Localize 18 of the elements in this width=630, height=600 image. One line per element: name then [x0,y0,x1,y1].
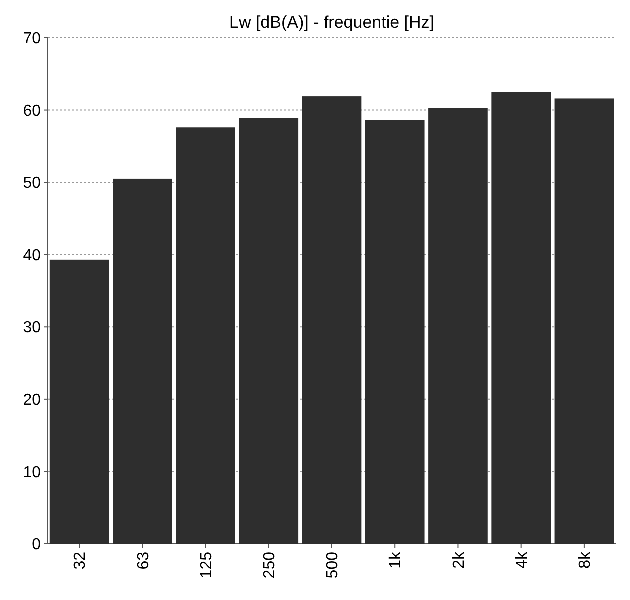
x-tick-label: 250 [261,552,278,579]
x-tick-label: 125 [198,552,216,579]
chart-title: Lw [dB(A)] - frequentie [Hz] [229,13,435,32]
x-tick-label: 1k [388,551,405,569]
x-tick-label: 8k [577,551,594,569]
y-tick-label: 40 [23,247,42,264]
x-tick-label: 4k [514,551,531,569]
x-tick-label: 2k [450,551,468,569]
y-tick-label: 60 [23,102,42,120]
y-tick-label: 50 [23,175,42,192]
y-tick-label: 0 [32,536,42,554]
x-tick-label: 32 [72,552,90,570]
y-tick-label: 70 [23,30,42,48]
y-tick-label: 10 [23,464,42,482]
x-tick-label: 500 [324,552,342,579]
x-tick-label: 63 [135,552,152,570]
y-tick-label: 30 [23,320,42,337]
y-tick-label: 20 [23,392,42,410]
